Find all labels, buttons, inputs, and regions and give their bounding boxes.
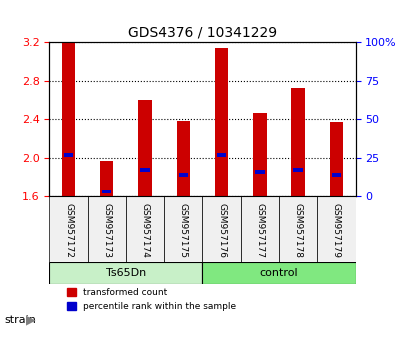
- Legend: transformed count, percentile rank within the sample: transformed count, percentile rank withi…: [63, 285, 240, 315]
- FancyBboxPatch shape: [49, 196, 88, 262]
- FancyBboxPatch shape: [88, 196, 126, 262]
- Bar: [330, 122, 343, 196]
- Text: strain: strain: [4, 315, 36, 325]
- FancyBboxPatch shape: [241, 196, 279, 262]
- Text: Ts65Dn: Ts65Dn: [106, 268, 146, 278]
- Bar: [293, 169, 303, 172]
- Text: GSM957179: GSM957179: [332, 203, 341, 258]
- Text: ▶: ▶: [26, 314, 35, 327]
- Bar: [253, 113, 267, 196]
- Bar: [140, 169, 150, 172]
- FancyBboxPatch shape: [126, 196, 164, 262]
- Bar: [102, 190, 111, 194]
- Text: GSM957176: GSM957176: [217, 203, 226, 258]
- FancyBboxPatch shape: [317, 196, 356, 262]
- Text: GSM957173: GSM957173: [102, 203, 111, 258]
- Bar: [100, 161, 113, 196]
- Title: GDS4376 / 10341229: GDS4376 / 10341229: [128, 26, 277, 40]
- FancyBboxPatch shape: [202, 262, 356, 284]
- Text: GSM957175: GSM957175: [179, 203, 188, 258]
- Bar: [217, 153, 226, 157]
- Bar: [292, 88, 305, 196]
- Bar: [62, 42, 75, 196]
- FancyBboxPatch shape: [202, 196, 241, 262]
- Text: GSM957174: GSM957174: [141, 203, 150, 258]
- FancyBboxPatch shape: [49, 262, 202, 284]
- Bar: [64, 153, 73, 157]
- FancyBboxPatch shape: [164, 196, 202, 262]
- Bar: [255, 170, 265, 174]
- Bar: [177, 121, 190, 196]
- Bar: [179, 173, 188, 177]
- FancyBboxPatch shape: [279, 196, 317, 262]
- Bar: [215, 48, 228, 196]
- Text: control: control: [260, 268, 298, 278]
- Text: GSM957177: GSM957177: [255, 203, 264, 258]
- Text: GSM957172: GSM957172: [64, 203, 73, 258]
- Bar: [138, 100, 152, 196]
- Bar: [332, 173, 341, 177]
- Text: GSM957178: GSM957178: [293, 203, 303, 258]
